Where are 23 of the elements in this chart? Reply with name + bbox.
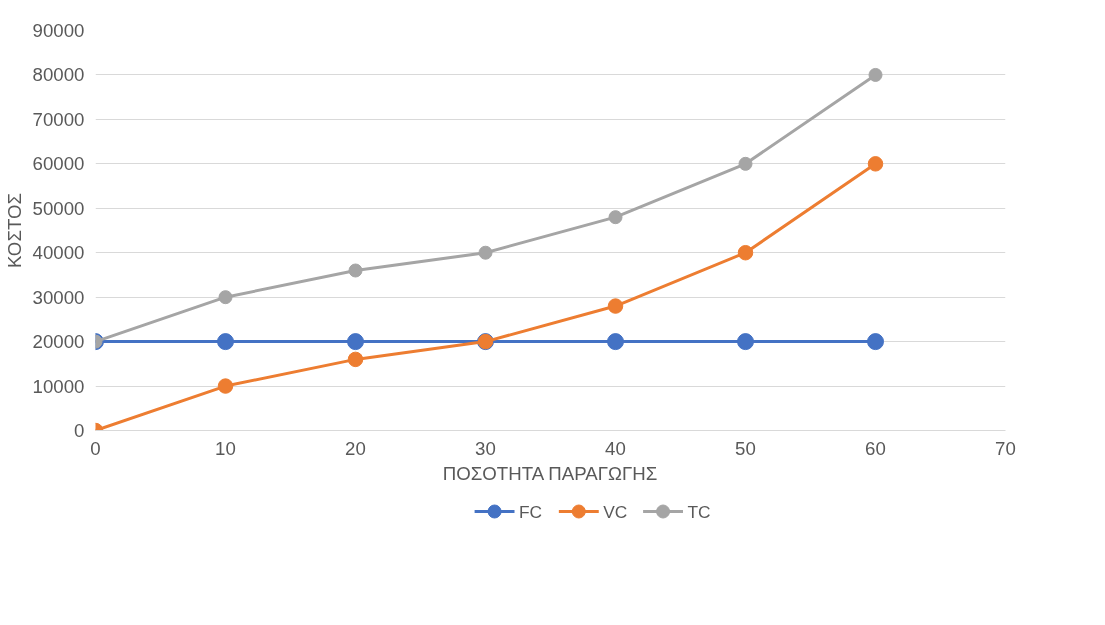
x-tick-label: 70 [995,437,1016,459]
y-tick-label: 70000 [32,108,85,130]
y-tick-label: 10000 [32,375,85,397]
y-tick-label: 60000 [32,153,85,175]
y-tick-label: 30000 [32,286,85,308]
y-tick-label: 90000 [32,20,85,41]
y-tick-label: 0 [74,420,85,441]
x-tick-label: 20 [345,437,366,459]
y-tick-label: 50000 [32,197,85,219]
x-tick-label: 50 [735,437,756,459]
x-tick-label: 30 [475,437,496,459]
y-tick-label: 20000 [32,331,85,353]
x-tick-label: 60 [865,437,886,459]
legend-label: TC [687,501,711,522]
legend-label: FC [518,501,543,522]
legend-label: VC [603,501,628,522]
x-tick-label: 0 [90,437,101,459]
x-tick-label: 10 [215,437,236,459]
y-tick-label: 40000 [32,242,85,264]
x-axis-title: ΠΟΣΟΤΗΤΑ ΠΑΡΑΓΩΓΗΣ [442,462,658,484]
y-tick-label: 80000 [32,64,85,86]
y-axis-title: ΚΟΣΤΟΣ [3,192,25,269]
x-tick-label: 40 [605,437,626,459]
